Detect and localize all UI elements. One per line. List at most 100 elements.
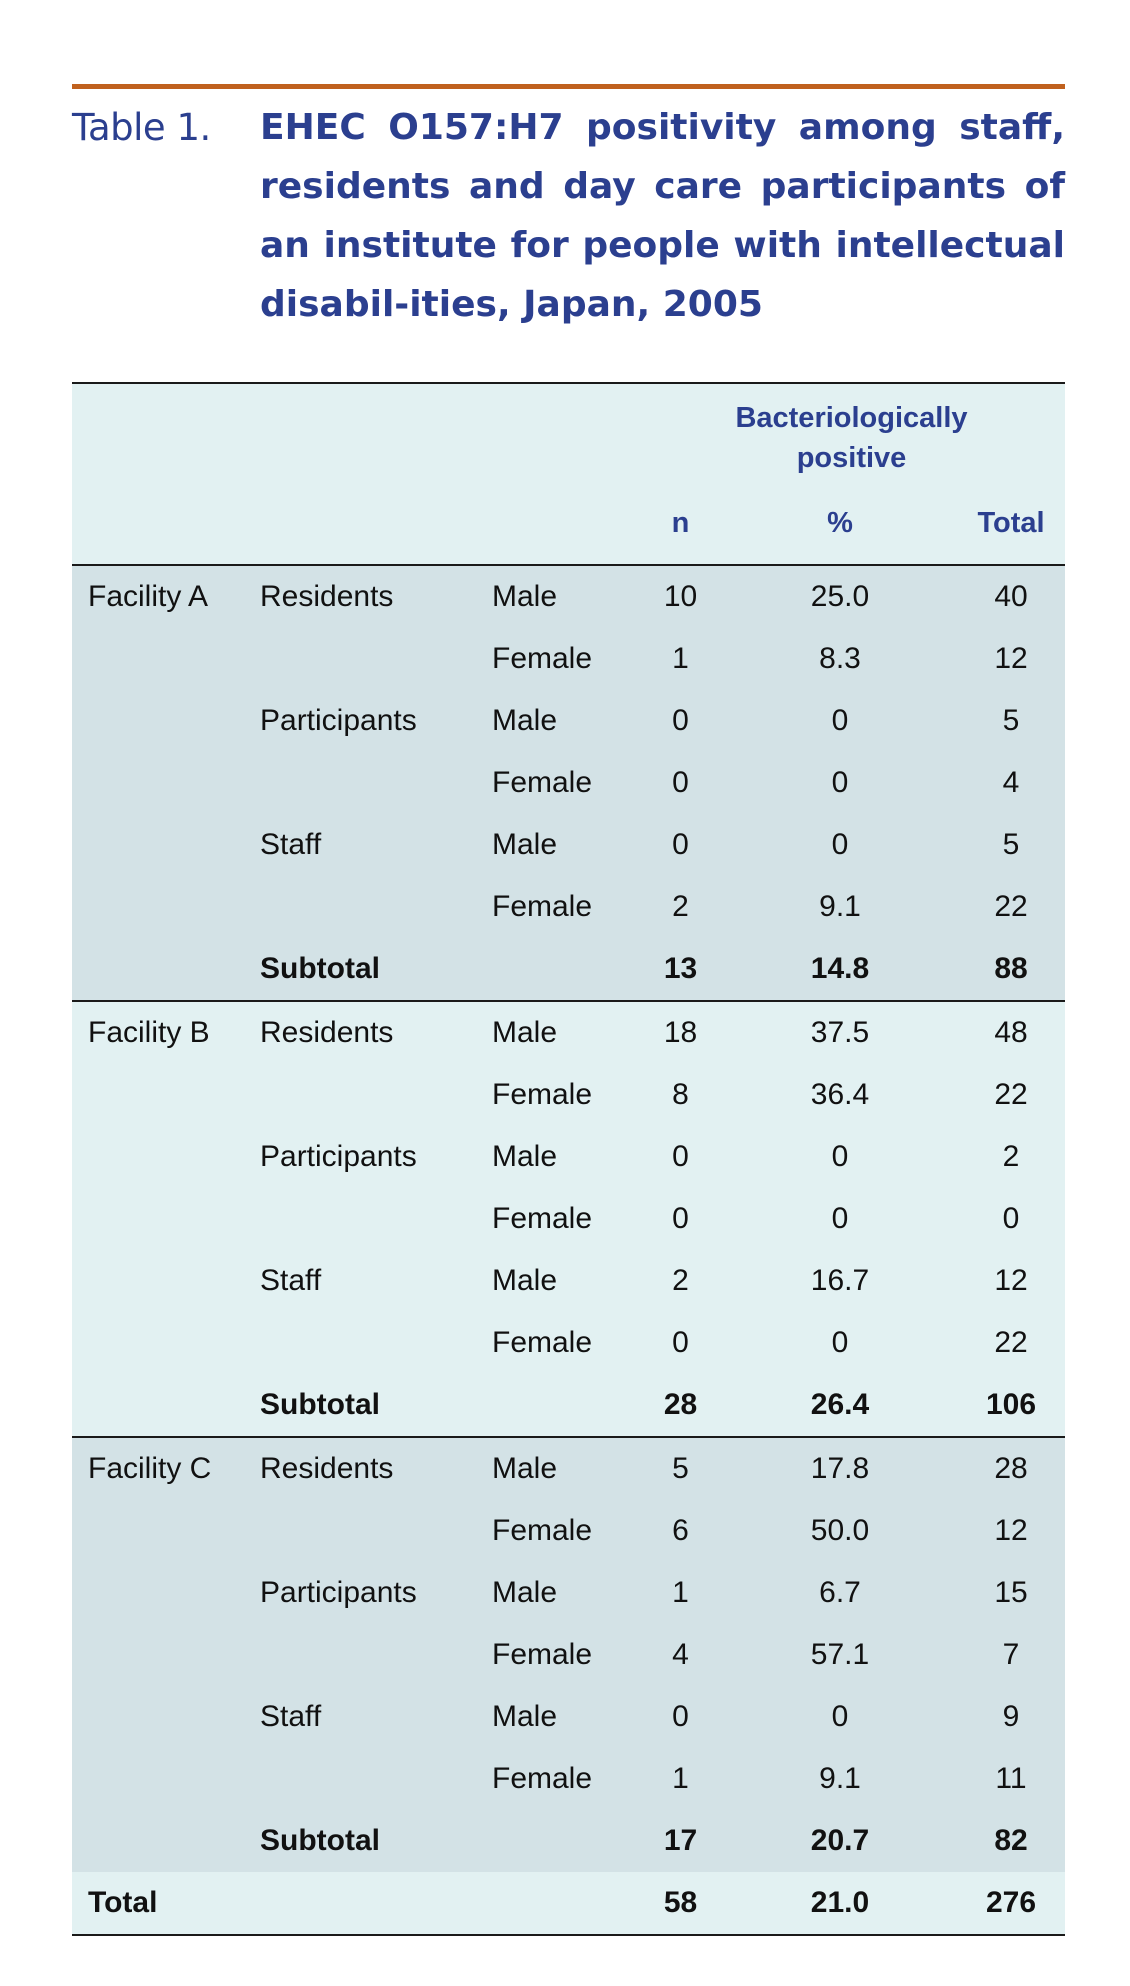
sex-cell: Male — [474, 1436, 638, 1500]
facility-name-cell — [72, 1312, 244, 1374]
total-cell: 22 — [957, 1064, 1066, 1126]
group-cell — [244, 628, 474, 690]
subtotal-total: 106 — [957, 1374, 1066, 1437]
facility-name-cell — [72, 1624, 244, 1686]
table-row: Female 6 50.0 12 — [72, 1500, 1066, 1562]
facility-name-cell — [72, 690, 244, 752]
total-label: Total — [72, 1872, 638, 1936]
facility-name-cell — [72, 1686, 244, 1748]
table-row: Female 8 36.4 22 — [72, 1064, 1066, 1126]
group-cell — [244, 1748, 474, 1810]
table-row: Staff Male 2 16.7 12 — [72, 1250, 1066, 1312]
table-header: n % Total Bacteriologically positive — [72, 382, 1066, 565]
facility-c-section: Facility C Residents Male 5 17.8 28 Female 6 50.… — [72, 1436, 1066, 1872]
table-row: Participants Male 0 0 2 — [72, 1126, 1066, 1188]
facility-b-section: Facility B Residents Male 18 37.5 48 Female 8 36… — [72, 1000, 1066, 1437]
n-cell: 8 — [638, 1064, 723, 1126]
group-cell: Participants — [244, 1562, 474, 1624]
n-cell: 2 — [638, 876, 723, 938]
table-row: Participants Male 1 6.7 15 — [72, 1562, 1066, 1624]
data-table-wrapper: n % Total Bacteriologically positive Fac… — [72, 382, 1066, 1936]
facility-blank-cell — [72, 1810, 244, 1872]
n-cell: 1 — [638, 1748, 723, 1810]
subtotal-row: Subtotal 28 26.4 106 — [72, 1374, 1066, 1437]
facility-blank-cell — [72, 1374, 244, 1437]
sex-cell: Female — [474, 1064, 638, 1126]
facility-a-section: Facility A Residents Male 10 25.0 40 Female 1 8.… — [72, 564, 1066, 1001]
group-cell: Residents — [244, 564, 474, 628]
sex-cell: Male — [474, 814, 638, 876]
group-cell: Residents — [244, 1436, 474, 1500]
total-n: 58 — [638, 1872, 723, 1936]
group-cell — [244, 1500, 474, 1562]
subtotal-n: 17 — [638, 1810, 723, 1872]
total-cell: 11 — [957, 1748, 1066, 1810]
header-group-line2: positive — [796, 442, 907, 474]
pct-cell: 0 — [723, 814, 957, 876]
total-cell: 22 — [957, 1312, 1066, 1374]
group-cell: Participants — [244, 1126, 474, 1188]
header-n: n — [671, 507, 690, 539]
sex-cell: Female — [474, 1624, 638, 1686]
group-cell: Residents — [244, 1000, 474, 1064]
total-cell: 22 — [957, 876, 1066, 938]
facility-name-cell — [72, 1188, 244, 1250]
facility-name-cell — [72, 1250, 244, 1312]
header-blank: n % Total — [72, 382, 1045, 565]
subtotal-total: 82 — [957, 1810, 1066, 1872]
total-cell: 9 — [957, 1686, 1066, 1748]
facility-name-cell — [72, 1126, 244, 1188]
pct-cell: 0 — [723, 1126, 957, 1188]
group-cell: Staff — [244, 1686, 474, 1748]
facility-name-cell — [72, 752, 244, 814]
sex-cell: Male — [474, 690, 638, 752]
table-row: Female 1 9.1 11 — [72, 1748, 1066, 1810]
n-cell: 0 — [638, 752, 723, 814]
n-cell: 0 — [638, 1188, 723, 1250]
total-section: Total 58 21.0 276 — [72, 1872, 1066, 1936]
group-cell: Staff — [244, 1250, 474, 1312]
n-cell: 0 — [638, 1312, 723, 1374]
total-cell: 5 — [957, 814, 1066, 876]
sex-cell: Male — [474, 564, 638, 628]
top-rule — [72, 84, 1065, 89]
facility-name-cell — [72, 876, 244, 938]
subtotal-label: Subtotal — [244, 938, 638, 1001]
table-row: Staff Male 0 0 5 — [72, 814, 1066, 876]
total-cell: 28 — [957, 1436, 1066, 1500]
subtotal-label: Subtotal — [244, 1810, 638, 1872]
table-row: Staff Male 0 0 9 — [72, 1686, 1066, 1748]
total-cell: 5 — [957, 690, 1066, 752]
total-cell: 40 — [957, 564, 1066, 628]
total-total: 276 — [957, 1872, 1066, 1936]
group-cell — [244, 752, 474, 814]
facility-name-cell — [72, 814, 244, 876]
subtotal-n: 28 — [638, 1374, 723, 1437]
total-cell: 12 — [957, 1500, 1066, 1562]
total-row: Total 58 21.0 276 — [72, 1872, 1066, 1936]
subtotal-n: 13 — [638, 938, 723, 1001]
pct-cell: 0 — [723, 752, 957, 814]
group-cell — [244, 1624, 474, 1686]
facility-name-cell: Facility B — [72, 1000, 244, 1064]
sex-cell: Male — [474, 1686, 638, 1748]
subheader-row: n % Total — [72, 496, 1065, 550]
sex-cell: Female — [474, 1188, 638, 1250]
header-pct: % — [827, 507, 853, 539]
total-cell: 15 — [957, 1562, 1066, 1624]
pct-cell: 0 — [723, 1188, 957, 1250]
total-cell: 12 — [957, 1250, 1066, 1312]
group-cell: Participants — [244, 690, 474, 752]
subtotal-pct: 20.7 — [723, 1810, 957, 1872]
n-cell: 5 — [638, 1436, 723, 1500]
subtotal-total: 88 — [957, 938, 1066, 1001]
facility-name-cell: Facility C — [72, 1436, 244, 1500]
pct-cell: 0 — [723, 1686, 957, 1748]
sex-cell: Female — [474, 628, 638, 690]
pct-cell: 9.1 — [723, 1748, 957, 1810]
pct-cell: 0 — [723, 690, 957, 752]
n-cell: 4 — [638, 1624, 723, 1686]
n-cell: 0 — [638, 690, 723, 752]
subtotal-pct: 26.4 — [723, 1374, 957, 1437]
